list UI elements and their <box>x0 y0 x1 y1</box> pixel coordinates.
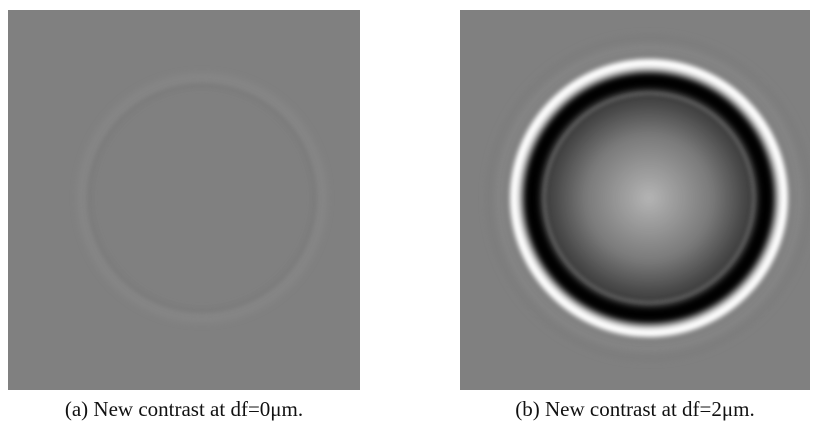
panel-b-image <box>460 10 810 390</box>
page: (a) New contrast at df=0μm. (b) New cont… <box>0 0 828 428</box>
figure: (a) New contrast at df=0μm. (b) New cont… <box>0 0 828 428</box>
caption: (a) New contrast at df=0μm. <box>65 397 303 421</box>
panel-a-image <box>8 10 360 390</box>
caption: (b) New contrast at df=2μm. <box>515 397 754 421</box>
